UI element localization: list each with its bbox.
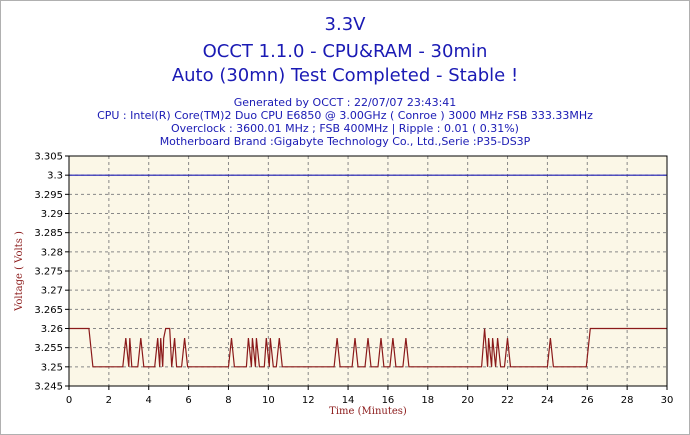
y-tick-label: 3.265: [34, 305, 63, 316]
y-tick-label: 3.245: [34, 382, 63, 393]
x-tick-label: 12: [302, 395, 315, 406]
cpu-info: CPU : Intel(R) Core(TM)2 Duo CPU E6850 @…: [97, 109, 593, 122]
overclock-info: Overclock : 3600.01 MHz ; FSB 400MHz | R…: [171, 122, 519, 135]
x-tick-label: 0: [66, 395, 72, 406]
y-tick-label: 3.305: [34, 152, 63, 163]
voltage-series-line: [69, 327, 667, 368]
y-tick-label: 3.29: [41, 209, 63, 220]
y-tick-label: 3.26: [41, 324, 63, 335]
y-axis-label: Voltage ( Volts ): [14, 231, 25, 312]
plot-border: [68, 155, 668, 387]
x-tick-label: 10: [262, 395, 275, 406]
generated-info: Generated by OCCT : 22/07/07 23:43:41: [233, 96, 457, 109]
y-tick-label: 3.275: [34, 267, 63, 278]
y-tick-label: 3.3: [47, 171, 63, 182]
chart-title-voltage: 3.3V: [324, 14, 366, 35]
x-tick-label: 16: [382, 395, 395, 406]
y-tick-label: 3.285: [34, 228, 63, 239]
x-axis-ticks: 0 2 4 6 8 10 12 14 16 18 20 22 24 26 28 30: [66, 386, 674, 406]
x-tick-label: 20: [461, 395, 474, 406]
x-tick-label: 6: [185, 395, 191, 406]
y-axis-ticks: 3.245 3.25 3.255 3.26 3.265 3.27 3.275 3.28 3.28…: [34, 152, 69, 393]
x-tick-label: 8: [225, 395, 231, 406]
x-tick-label: 18: [421, 395, 434, 406]
chart-title-test: OCCT 1.1.0 - CPU&RAM - 30min: [202, 41, 488, 62]
y-tick-label: 3.255: [34, 343, 63, 354]
x-axis-label: Time (Minutes): [329, 406, 407, 417]
x-tick-label: 26: [581, 395, 594, 406]
x-tick-label: 2: [106, 395, 112, 406]
chart-title-status: Auto (30mn) Test Completed - Stable !: [171, 65, 519, 86]
y-tick-label: 3.27: [41, 286, 63, 297]
x-tick-label: 4: [146, 395, 152, 406]
motherboard-info: Motherboard Brand :Gigabyte Technology C…: [159, 135, 531, 148]
x-tick-label: 24: [541, 395, 554, 406]
y-tick-label: 3.28: [41, 247, 63, 258]
y-tick-label: 3.295: [34, 190, 63, 201]
x-tick-label: 30: [661, 395, 674, 406]
x-tick-label: 22: [501, 395, 514, 406]
x-tick-label: 28: [621, 395, 634, 406]
x-tick-label: 14: [342, 395, 355, 406]
y-tick-label: 3.25: [41, 362, 63, 373]
